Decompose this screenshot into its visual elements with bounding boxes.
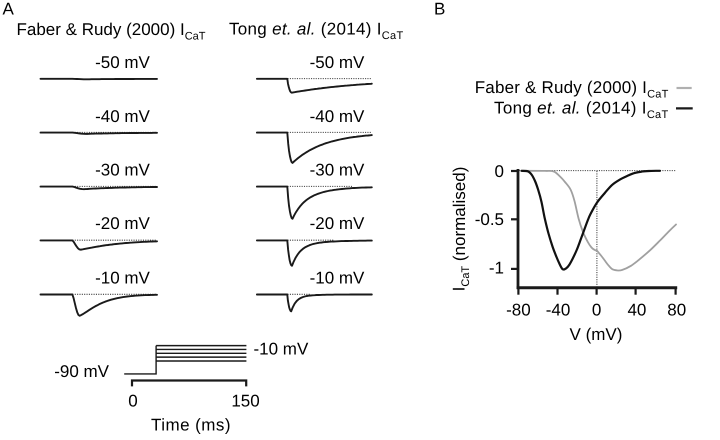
svg-text:Faber & Rudy (2000) ICaT: Faber & Rudy (2000) ICaT — [17, 20, 206, 43]
svg-text:-40 mV: -40 mV — [310, 107, 365, 126]
svg-text:0: 0 — [592, 301, 601, 320]
svg-text:80: 80 — [667, 301, 686, 320]
svg-text:-50 mV: -50 mV — [95, 53, 150, 72]
svg-text:0: 0 — [128, 392, 137, 411]
svg-text:0: 0 — [495, 162, 504, 181]
svg-text:V (mV): V (mV) — [570, 325, 623, 344]
svg-text:-20 mV: -20 mV — [310, 214, 365, 233]
svg-text:150: 150 — [231, 392, 259, 411]
svg-text:40: 40 — [627, 301, 646, 320]
svg-text:-0.5: -0.5 — [475, 210, 504, 229]
svg-text:-40 mV: -40 mV — [95, 107, 150, 126]
svg-text:B: B — [434, 0, 445, 19]
svg-text:ICaT (normalised): ICaT (normalised) — [450, 167, 473, 292]
svg-text:-80: -80 — [506, 301, 531, 320]
svg-text:-90 mV: -90 mV — [54, 362, 109, 381]
svg-text:-10 mV: -10 mV — [310, 269, 365, 288]
svg-text:-50 mV: -50 mV — [310, 53, 365, 72]
svg-text:Tong et. al. (2014) ICaT: Tong et. al. (2014) ICaT — [229, 20, 403, 43]
svg-text:-10 mV: -10 mV — [95, 269, 150, 288]
svg-text:-30 mV: -30 mV — [310, 161, 365, 180]
svg-text:-30 mV: -30 mV — [95, 161, 150, 180]
svg-text:Time (ms): Time (ms) — [151, 416, 231, 435]
svg-text:Tong et. al. (2014) ICaT: Tong et. al. (2014) ICaT — [494, 98, 668, 121]
svg-text:-40: -40 — [546, 301, 571, 320]
svg-text:-10 mV: -10 mV — [254, 340, 309, 359]
svg-text:Faber & Rudy (2000) ICaT: Faber & Rudy (2000) ICaT — [475, 78, 669, 101]
svg-text:-1: -1 — [489, 259, 504, 278]
svg-text:A: A — [3, 0, 15, 19]
svg-text:-20 mV: -20 mV — [95, 214, 150, 233]
